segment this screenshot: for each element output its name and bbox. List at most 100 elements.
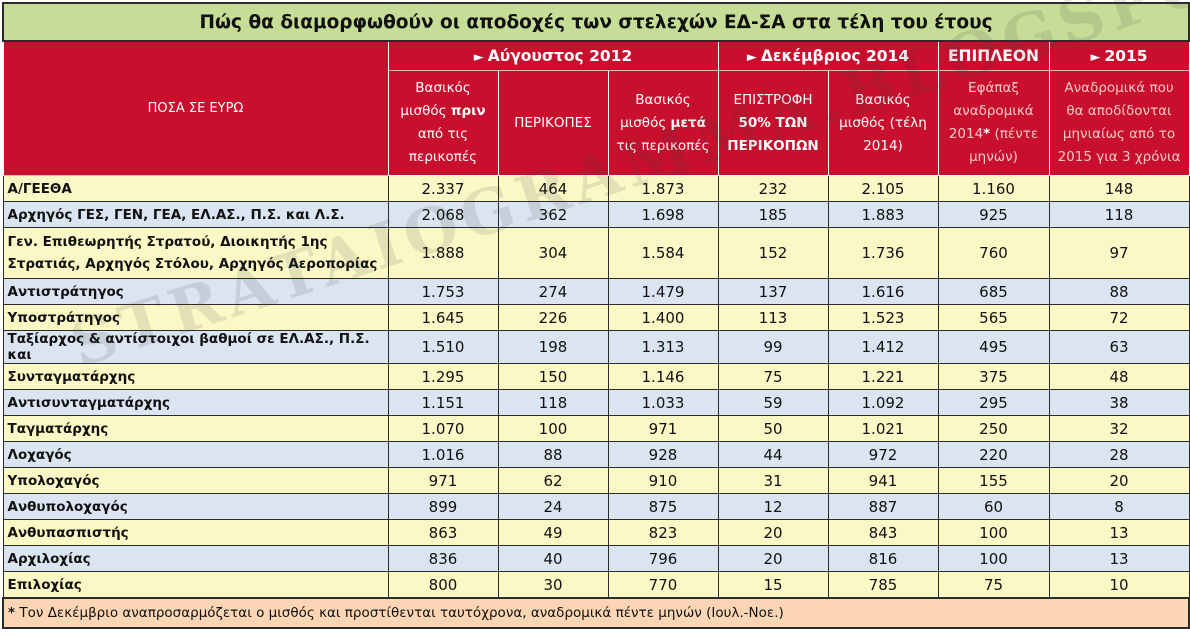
value-cell: 1.510: [387, 330, 499, 364]
value-cell: 464: [497, 175, 609, 202]
rank-cell: Ταγματάρχης: [2, 415, 389, 442]
triangle-right-icon: ►: [746, 50, 757, 65]
table-row: Συνταγματάρχης 1.295 150 1.146 75 1.221 375 48: [2, 363, 1190, 390]
value-cell: 1.146: [607, 363, 719, 390]
value-cell: 785: [827, 571, 939, 599]
header-line: αναδρομικά: [953, 103, 1034, 119]
value-cell: 816: [827, 545, 939, 572]
table-row: Ανθυπολοχαγός 899 24 875 12 887 60 8: [2, 493, 1190, 520]
col-header-salary-before: Βασικός μισθός πριν από τις περικοπές: [387, 70, 499, 176]
value-cell: 12: [717, 493, 829, 520]
value-cell: 63: [1048, 330, 1190, 364]
value-cell: 1.151: [387, 389, 499, 416]
value-cell: 226: [497, 304, 609, 331]
value-cell: 928: [607, 441, 719, 468]
rank-cell: Αρχιλοχίας: [2, 545, 389, 572]
value-cell: 823: [607, 519, 719, 546]
col-header-refund: ΕΠΙΣΤΡΟΦΗ 50% ΤΩΝ ΠΕΡΙΚΟΠΩΝ: [717, 70, 829, 176]
table-row: Γεν. Επιθεωρητής Στρατού, Διοικητής 1ης …: [2, 227, 1190, 279]
value-cell: 887: [827, 493, 939, 520]
value-cell: 100: [937, 519, 1050, 546]
value-cell: 1.016: [387, 441, 499, 468]
header-emphasis: ΠΕΡΙΚΟΠΩΝ: [727, 137, 819, 154]
value-cell: 972: [827, 441, 939, 468]
value-cell: 770: [607, 571, 719, 599]
header-line: μισθός μετά: [609, 112, 717, 135]
group-header-2015: ► 2015: [1048, 40, 1190, 71]
rank-cell: Επιλοχίας: [2, 571, 389, 599]
value-cell: 565: [937, 304, 1050, 331]
value-cell: 31: [717, 467, 829, 494]
value-cell: 1.523: [827, 304, 939, 331]
value-cell: 38: [1048, 389, 1190, 416]
value-cell: 99: [717, 330, 829, 364]
col-header-salary-2014: Βασικός μισθός (τέλη 2014): [827, 70, 939, 176]
rank-cell: Αρχηγός ΓΕΣ, ΓΕΝ, ΓΕΑ, ΕΛ.ΑΣ., Π.Σ. και …: [2, 201, 389, 228]
col-header-lump-sum: Εφάπαξ αναδρομικά 2014* (πέντε μηνών): [937, 70, 1050, 176]
triangle-right-icon: ►: [473, 50, 484, 65]
value-cell: 941: [827, 467, 939, 494]
header-line: από τις: [417, 126, 469, 142]
value-cell: 28: [1048, 441, 1190, 468]
rank-cell: Α/ΓΕΕΘΑ: [2, 175, 389, 202]
header-line: 2015 για 3 χρόνια: [1057, 149, 1181, 165]
value-cell: 2.337: [387, 175, 499, 202]
header-line: ΕΠΙΣΤΡΟΦΗ: [733, 91, 813, 108]
value-cell: 250: [937, 415, 1050, 442]
value-cell: 875: [607, 493, 719, 520]
table-row: Αρχηγός ΓΕΣ, ΓΕΝ, ΓΕΑ, ΕΛ.ΑΣ., Π.Σ. και …: [2, 201, 1190, 228]
value-cell: 40: [497, 545, 609, 572]
col-header-cuts: ΠΕΡΙΚΟΠΕΣ: [497, 70, 609, 176]
table-row: Υποστράτηγος 1.645 226 1.400 113 1.523 565 72: [2, 304, 1190, 331]
header-text: μισθός: [620, 114, 671, 131]
header-line: μισθός (τέλη: [839, 114, 927, 131]
header-line: ΠΕΡΙΚΟΠΩΝ: [719, 135, 827, 158]
value-cell: 971: [607, 415, 719, 442]
value-cell: 375: [937, 363, 1050, 390]
value-cell: 1.888: [387, 227, 499, 279]
value-cell: 50: [717, 415, 829, 442]
value-cell: 30: [497, 571, 609, 599]
value-cell: 863: [387, 519, 499, 546]
table-row: Αντιστράτηγος 1.753 274 1.479 137 1.616 685 88: [2, 278, 1190, 305]
value-cell: 15: [717, 571, 829, 599]
table-row: Α/ΓΕΕΘΑ 2.337 464 1.873 232 2.105 1.160 148: [2, 175, 1190, 202]
value-cell: 495: [937, 330, 1050, 364]
footnote-star: *: [8, 605, 16, 621]
table-row: Ανθυπασπιστής 863 49 823 20 843 100 13: [2, 519, 1190, 546]
value-cell: 32: [1048, 415, 1190, 442]
value-cell: 88: [1048, 278, 1190, 305]
value-cell: 1.645: [387, 304, 499, 331]
rank-cell: Ανθυπολοχαγός: [2, 493, 389, 520]
value-cell: 20: [717, 519, 829, 546]
header-line: μηνιαίως από το: [1062, 126, 1176, 142]
value-cell: 1.092: [827, 389, 939, 416]
value-cell: 1.221: [827, 363, 939, 390]
value-cell: 800: [387, 571, 499, 599]
value-cell: 295: [937, 389, 1050, 416]
value-cell: 2.105: [827, 175, 939, 202]
value-cell: 44: [717, 441, 829, 468]
value-cell: 137: [717, 278, 829, 305]
table-row: Ταγματάρχης 1.070 100 971 50 1.021 250 32: [2, 415, 1190, 442]
table-row: Επιλοχίας 800 30 770 15 785 75 10: [2, 571, 1190, 599]
value-cell: 760: [937, 227, 1050, 279]
value-cell: 8: [1048, 493, 1190, 520]
value-cell: 148: [1048, 175, 1190, 202]
value-cell: 150: [497, 363, 609, 390]
header-line: 50% ΤΩΝ: [719, 112, 827, 135]
value-cell: 1.021: [827, 415, 939, 442]
header-text: 2014: [948, 126, 984, 142]
value-cell: 118: [497, 389, 609, 416]
value-cell: 910: [607, 467, 719, 494]
value-cell: 113: [717, 304, 829, 331]
value-cell: 13: [1048, 519, 1190, 546]
value-cell: 899: [387, 493, 499, 520]
value-cell: 20: [1048, 467, 1190, 494]
value-cell: 59: [717, 389, 829, 416]
value-cell: 2.068: [387, 201, 499, 228]
value-cell: 232: [717, 175, 829, 202]
header-line: μηνών): [969, 149, 1018, 165]
header-line: Βασικός: [635, 91, 691, 108]
